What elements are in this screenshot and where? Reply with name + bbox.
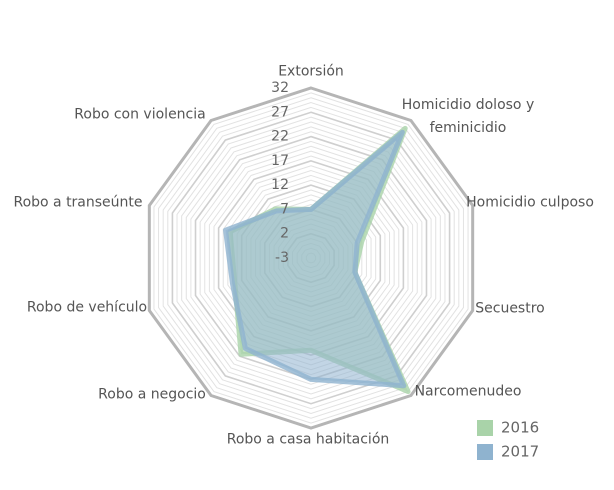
tick-label: 2 <box>280 226 289 242</box>
series-area <box>223 129 407 389</box>
category-label: Narcomenudeo <box>414 383 522 400</box>
grid-ring <box>147 86 475 430</box>
legend-label: 2016 <box>501 419 539 437</box>
minor-grid <box>176 116 446 400</box>
category-label: Robo a negocio <box>98 386 206 403</box>
minor-grid <box>162 102 460 414</box>
category-label: Robo con violencia <box>74 106 206 123</box>
minor-grid <box>181 121 441 395</box>
tick-label: 12 <box>271 177 289 193</box>
minor-grid <box>185 126 437 390</box>
minor-grid <box>190 131 432 385</box>
legend-swatch <box>477 420 493 436</box>
category-label: Robo a casa habitación <box>226 431 390 448</box>
minor-grid <box>167 106 455 410</box>
category-label: Robo a transeúnte <box>13 194 143 211</box>
legend-label: 2017 <box>501 443 539 461</box>
category-label: Extorsión <box>278 63 344 80</box>
tick-label: -3 <box>275 250 289 266</box>
legend-swatch <box>477 444 493 460</box>
category-label: Homicidio culposo <box>466 194 594 211</box>
grid-ring <box>171 111 451 405</box>
minor-grid <box>158 97 464 419</box>
category-label: Secuestro <box>475 300 545 317</box>
tick-label: 32 <box>271 80 289 96</box>
tick-label: 17 <box>271 153 289 169</box>
tick-label: 27 <box>271 104 289 120</box>
tick-label: 7 <box>280 201 289 217</box>
category-label: Robo de vehículo <box>26 299 148 316</box>
category-label: Homicidio doloso y feminicidio <box>401 97 535 136</box>
tick-label: 22 <box>271 129 289 145</box>
minor-grid <box>153 92 469 424</box>
